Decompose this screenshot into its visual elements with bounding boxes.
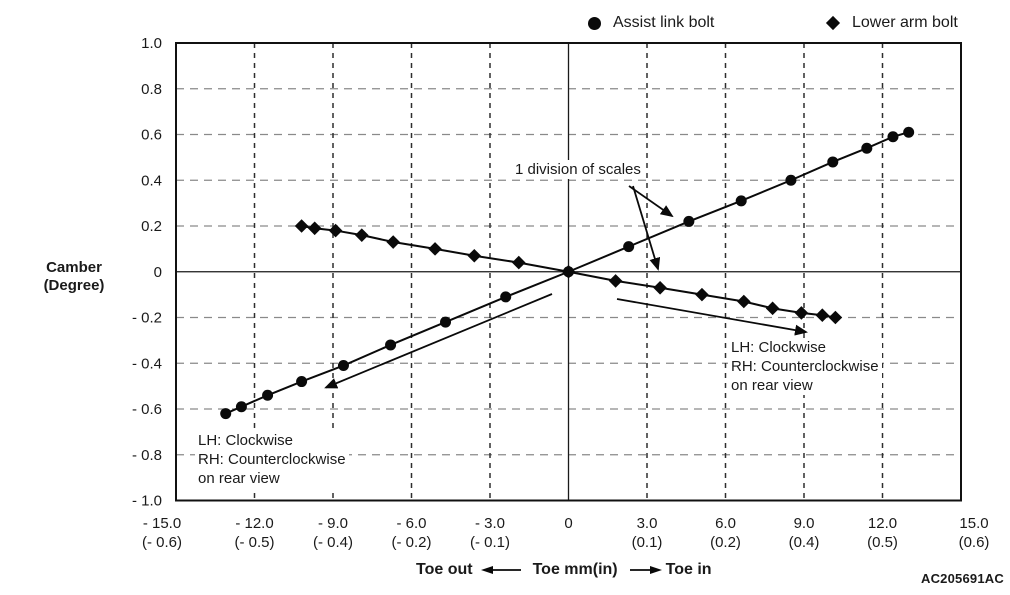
svg-text:- 0.4: - 0.4	[132, 355, 162, 372]
svg-text:0: 0	[564, 515, 572, 532]
legend-item-lower-arm-bolt: Lower arm bolt	[825, 14, 958, 32]
svg-text:- 0.8: - 0.8	[132, 447, 162, 464]
arrow-right-icon	[629, 566, 662, 574]
arrow-left-icon	[480, 566, 521, 574]
svg-text:0.2: 0.2	[141, 218, 162, 235]
x-axis-title: Toe out Toe mm(in) Toe in	[416, 561, 712, 579]
annotation-arrows	[324, 185, 808, 389]
svg-text:0.6: 0.6	[141, 127, 162, 144]
svg-text:- 0.2: - 0.2	[132, 310, 162, 327]
legend-label: Lower arm bolt	[852, 14, 958, 31]
toe-axis-unit-label: Toe mm(in)	[532, 561, 618, 578]
plot-frame	[175, 42, 962, 502]
legend-label: Assist link bolt	[613, 14, 715, 31]
svg-text:- 9.0: - 9.0	[318, 515, 348, 532]
circle-marker-icon	[588, 16, 601, 30]
figure-code: AC205691AC	[921, 571, 1004, 586]
svg-text:(- 0.5): (- 0.5)	[234, 534, 274, 551]
svg-text:6.0: 6.0	[715, 515, 736, 532]
svg-text:- 6.0: - 6.0	[396, 515, 426, 532]
toe-out-label: Toe out	[416, 561, 473, 578]
svg-text:15.0: 15.0	[959, 515, 988, 532]
svg-text:(0.1): (0.1)	[632, 534, 663, 551]
series-assist-link-bolt	[220, 126, 915, 420]
svg-text:(0.2): (0.2)	[710, 534, 741, 551]
svg-text:(- 0.1): (- 0.1)	[470, 534, 510, 551]
legend-item-assist-link-bolt: Assist link bolt	[588, 14, 714, 32]
annotation-rotation-left: LH: Clockwise RH: Counterclockwise on re…	[195, 431, 349, 488]
svg-text:0.8: 0.8	[141, 81, 162, 98]
svg-text:- 1.0: - 1.0	[132, 493, 162, 510]
svg-text:(0.5): (0.5)	[867, 534, 898, 551]
toe-in-label: Toe in	[665, 561, 712, 578]
svg-text:(0.6): (0.6)	[959, 534, 990, 551]
annotation-one-division: 1 division of scales	[512, 160, 644, 179]
svg-text:- 0.6: - 0.6	[132, 401, 162, 418]
annotation-rotation-right: LH: Clockwise RH: Counterclockwise on re…	[728, 338, 882, 395]
y-axis-label: Camber (Degree)	[43, 259, 105, 294]
svg-text:(- 0.2): (- 0.2)	[391, 534, 431, 551]
svg-text:- 15.0: - 15.0	[143, 515, 181, 532]
svg-text:(0.4): (0.4)	[789, 534, 820, 551]
one-division-pointer-to-diamond	[632, 185, 661, 271]
axis-tick-labels: 1.0 0.8 0.6 0.4 0.2 0 - 0.2 - 0.4 - 0.6 - 0.8 - 1.…	[132, 35, 989, 551]
svg-text:9.0: 9.0	[794, 515, 815, 532]
svg-text:- 12.0: - 12.0	[235, 515, 273, 532]
svg-text:- 3.0: - 3.0	[475, 515, 505, 532]
diamond-marker-icon	[825, 15, 841, 31]
svg-text:12.0: 12.0	[868, 515, 897, 532]
svg-text:3.0: 3.0	[637, 515, 658, 532]
svg-text:(- 0.6): (- 0.6)	[142, 534, 182, 551]
svg-text:0.4: 0.4	[141, 172, 162, 189]
svg-text:0: 0	[154, 264, 162, 281]
assist-link-turn-arrow	[324, 293, 553, 389]
svg-text:1.0: 1.0	[141, 35, 162, 52]
svg-text:(- 0.4): (- 0.4)	[313, 534, 353, 551]
one-division-pointer-to-circle	[628, 185, 674, 218]
lower-arm-turn-arrow	[616, 298, 808, 336]
